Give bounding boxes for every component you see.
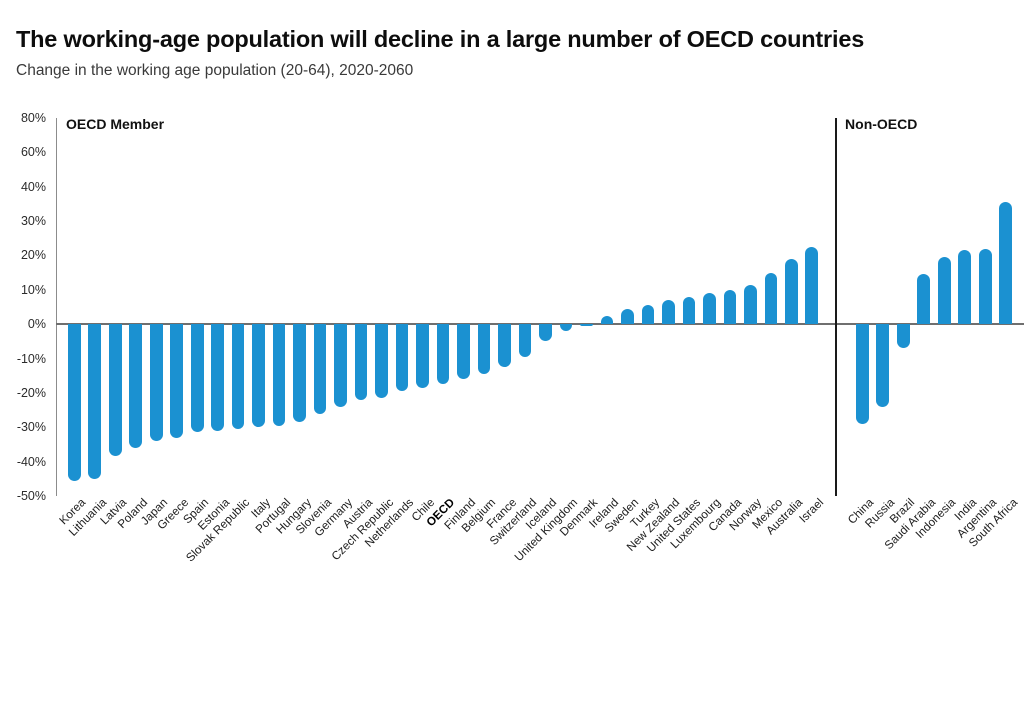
section-divider [835, 118, 837, 496]
bar [703, 293, 716, 325]
y-axis-tick-label: -30% [16, 420, 46, 435]
y-axis-tick-label: 80% [20, 111, 46, 125]
bar [272, 324, 286, 426]
bar [978, 248, 992, 325]
bar [580, 324, 593, 326]
y-axis-tick-label: -50% [16, 489, 46, 503]
bar [744, 284, 757, 325]
category-labels: Korea Lithuania Latvia Poland Japan Greece Spa… [56, 496, 1024, 624]
bar [662, 300, 675, 325]
bar [855, 324, 869, 424]
chart-root: The working-age population will decline … [16, 26, 1024, 624]
bar [395, 324, 409, 392]
bar [252, 324, 265, 428]
bar [896, 324, 910, 349]
bar [416, 324, 429, 388]
bar [231, 324, 245, 429]
plot-area: 80% 60% 40% 30% 20% 10% 0% -10% -20% -30% -40% -50%… [17, 111, 1024, 503]
bar [334, 324, 347, 407]
y-axis-tick-label: 60% [20, 145, 46, 160]
bar [88, 324, 102, 479]
bar [67, 324, 81, 481]
bar [108, 324, 122, 457]
bar [293, 324, 306, 423]
bar [937, 257, 951, 325]
bar [723, 289, 737, 325]
bar [129, 324, 143, 448]
y-axis-ticks: 80% 60% 40% 30% 20% 10% 0% -10% -20% -30% -40% -50% [17, 111, 1024, 503]
bar [190, 324, 204, 433]
bar [917, 274, 931, 325]
y-axis-line [56, 118, 58, 496]
bar [600, 315, 614, 325]
y-axis-tick-label: 40% [20, 179, 46, 194]
bar [621, 308, 634, 325]
bar [211, 324, 224, 431]
y-axis-tick-label: 10% [20, 282, 46, 297]
bar [785, 258, 798, 325]
bar-series [56, 118, 1024, 496]
bar [559, 324, 573, 332]
bar [876, 324, 890, 407]
bar [641, 305, 655, 325]
y-axis-tick-label: -10% [16, 351, 46, 366]
bar [375, 324, 388, 399]
chart-subtitle: Change in the working age population (20… [16, 62, 414, 79]
section-label-oecd: OECD Member [66, 116, 165, 132]
bar [477, 324, 491, 374]
bar [682, 296, 696, 325]
bar [539, 324, 552, 342]
y-axis-tick-label: 20% [20, 248, 46, 263]
bar [436, 324, 450, 385]
bar [170, 324, 184, 438]
y-axis-tick-label: -40% [16, 454, 46, 469]
bar [354, 324, 368, 400]
bar [313, 324, 327, 414]
bar [764, 272, 778, 325]
bar [999, 202, 1013, 325]
chart-title: The working-age population will decline … [16, 26, 865, 52]
bar [518, 324, 532, 357]
bar [805, 246, 819, 325]
bar [457, 324, 470, 380]
bar [498, 324, 511, 368]
bar [149, 324, 163, 441]
section-label-non-oecd: Non-OECD [845, 116, 918, 132]
y-axis-tick-label: -20% [16, 385, 46, 400]
y-axis-tick-label: 30% [20, 214, 46, 229]
bar [958, 250, 972, 325]
y-axis-tick-label: 0% [27, 317, 46, 332]
